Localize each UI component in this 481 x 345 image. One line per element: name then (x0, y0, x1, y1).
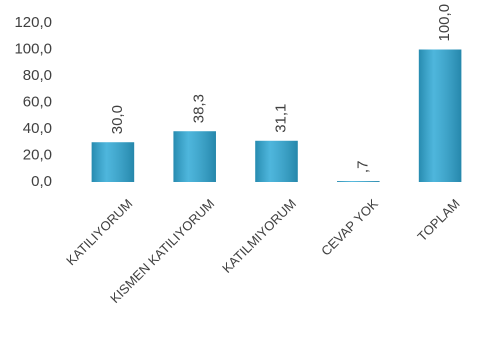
y-tick-label: 40,0 (23, 120, 52, 137)
y-tick-label: 80,0 (23, 67, 52, 84)
y-tick-label: 120,0 (14, 14, 52, 31)
y-tick-label: 100,0 (14, 40, 52, 57)
y-tick-label: 20,0 (23, 146, 52, 163)
y-tick-label: 0,0 (31, 173, 52, 190)
y-tick-label: 60,0 (23, 93, 52, 110)
value-label: 30,0 (109, 105, 126, 134)
x-tick-label: CEVAP YOK (318, 196, 381, 259)
value-label: 100,0 (436, 4, 453, 42)
x-tick-label: TOPLAM (414, 196, 462, 244)
x-tick-label: KATILIYORUM (63, 196, 135, 268)
bar (337, 181, 380, 182)
bar (418, 49, 462, 182)
bar (173, 131, 216, 182)
value-label: 31,1 (272, 104, 289, 133)
value-label: ,7 (354, 161, 371, 174)
x-tick-label: KATILMIYORUM (219, 196, 299, 276)
bar (91, 142, 135, 182)
value-label: 38,3 (191, 94, 208, 123)
bar (255, 140, 298, 182)
